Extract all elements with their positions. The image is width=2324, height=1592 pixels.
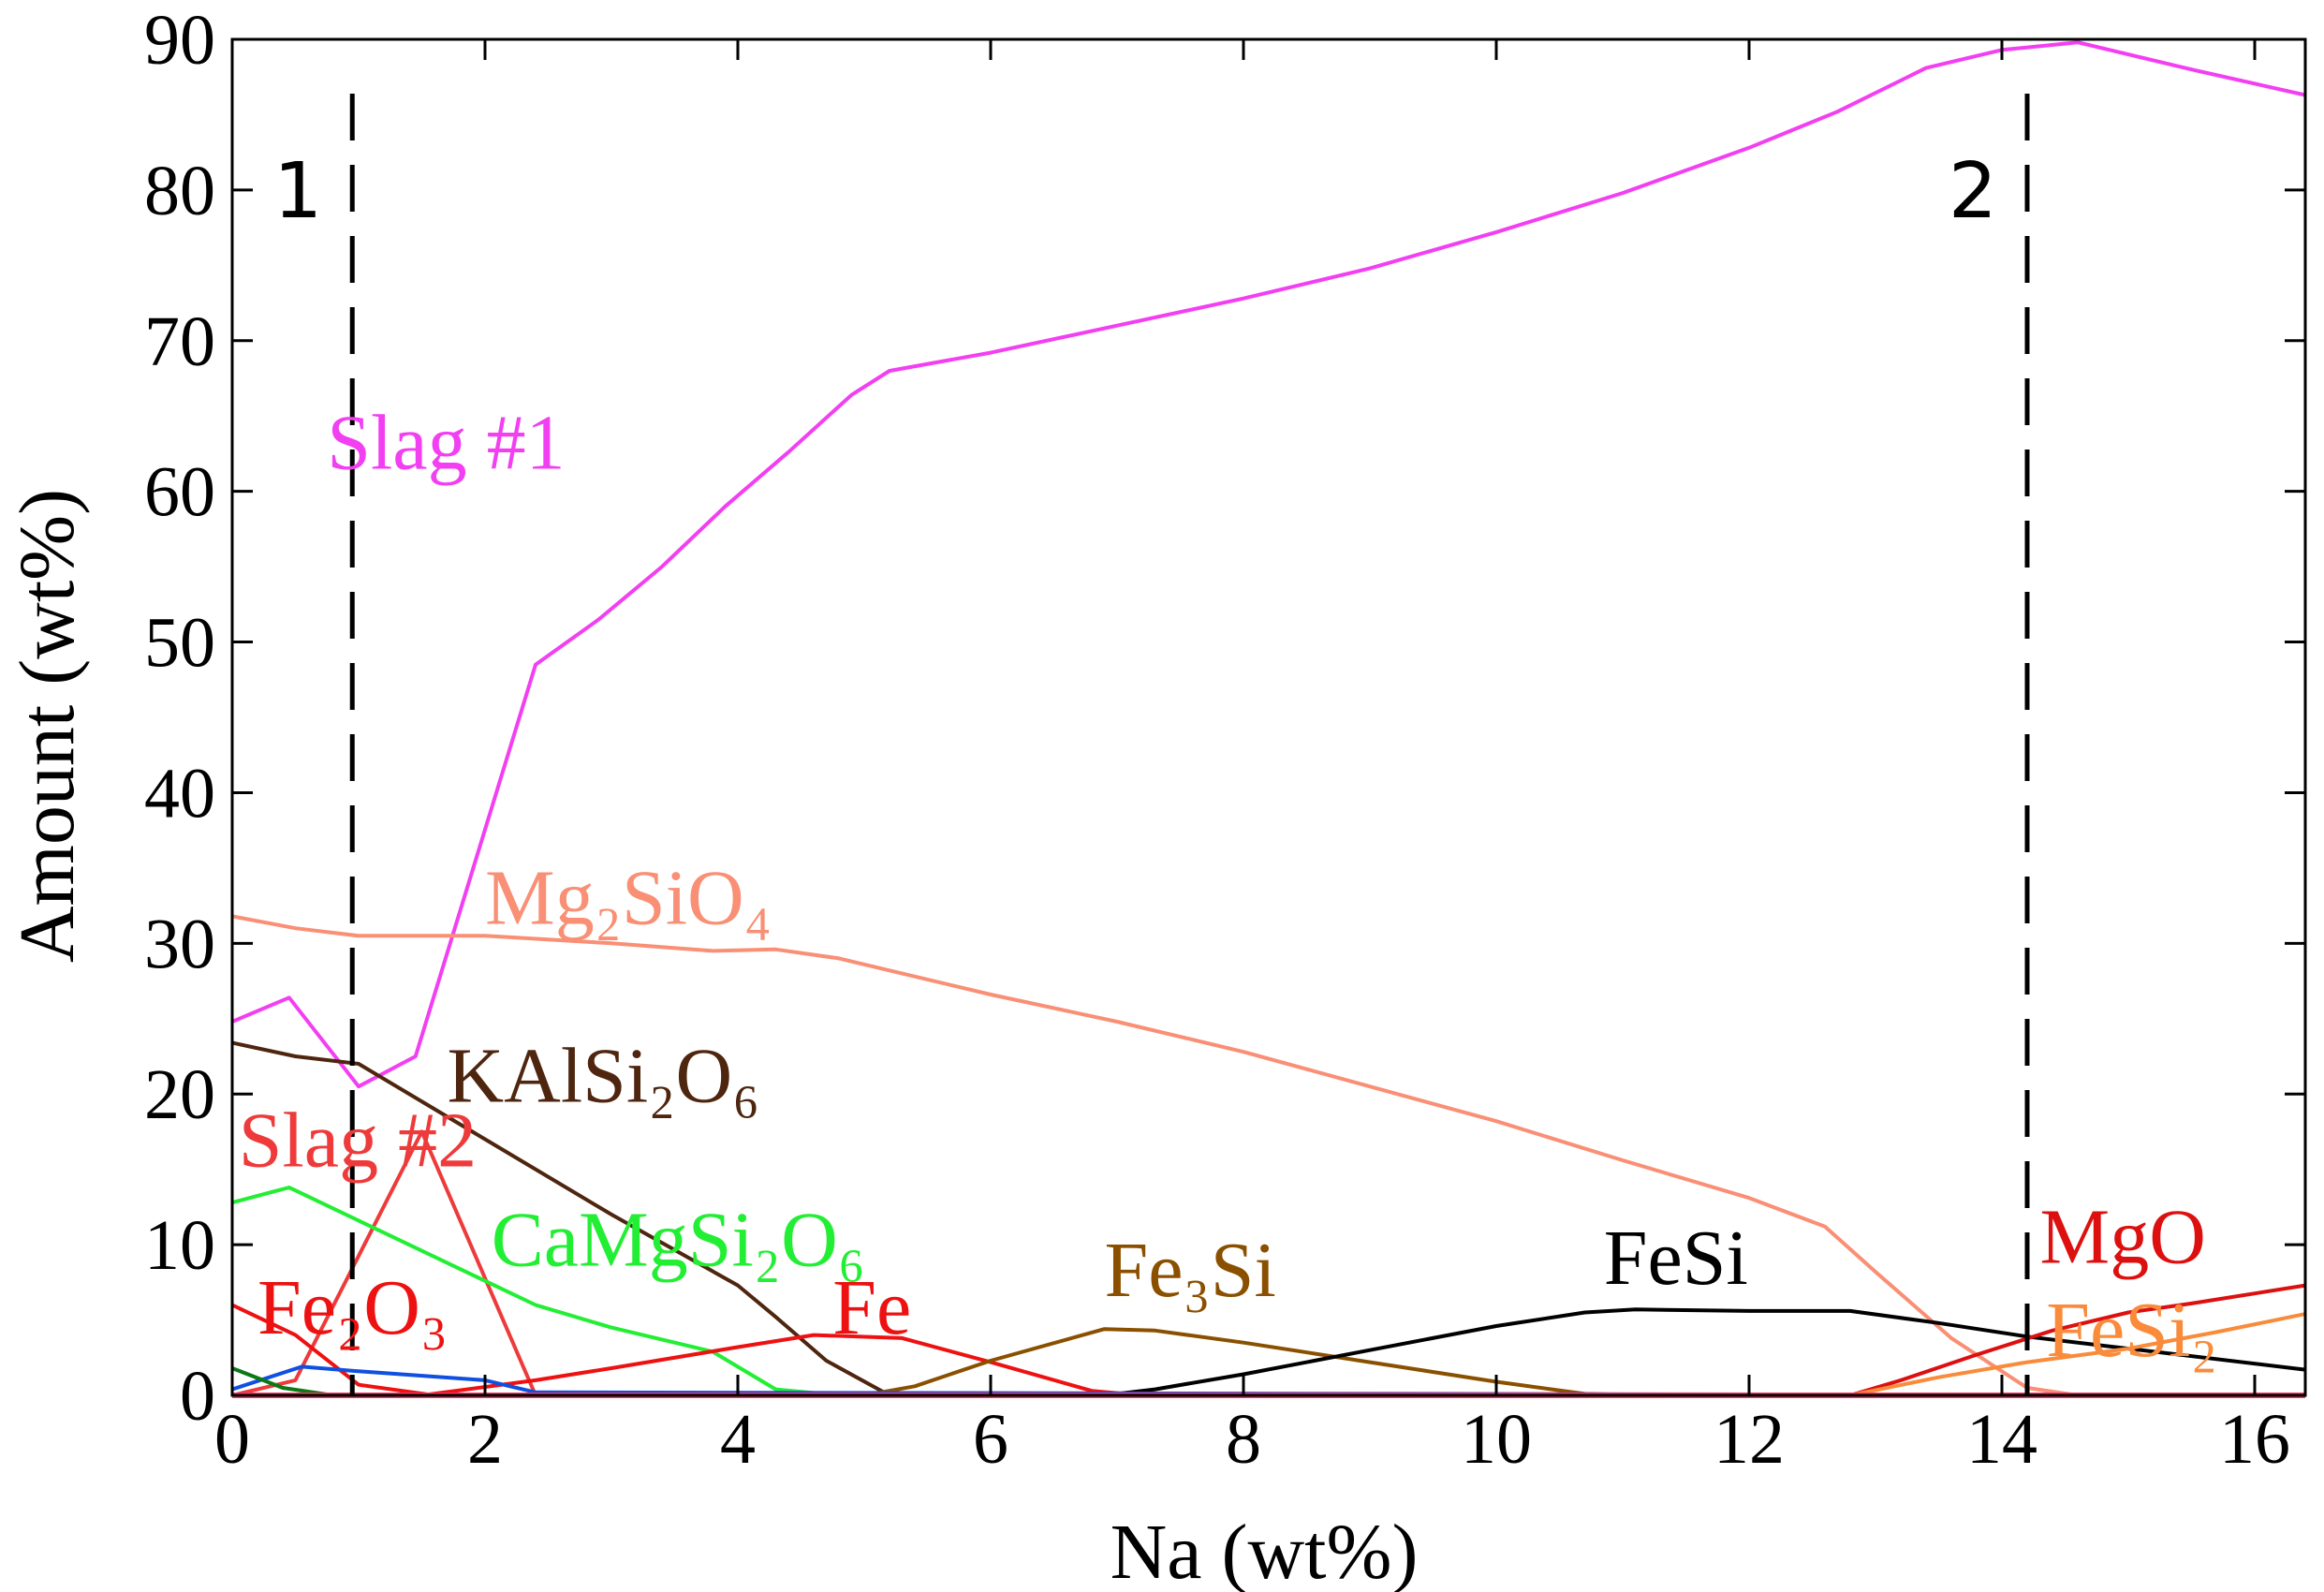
series-label-slag-2: Slag #2 — [239, 1097, 477, 1184]
plot-frame — [230, 37, 2307, 1397]
series-line-slag-1 — [231, 40, 2306, 1089]
x-tick-label: 10 — [1461, 1400, 1532, 1479]
y-tick-label: 50 — [144, 604, 215, 683]
y-tick-label: 10 — [144, 1206, 215, 1285]
y-tick-label: 30 — [144, 905, 215, 983]
x-tick-label: 2 — [467, 1400, 503, 1479]
x-tick-label: 6 — [973, 1400, 1008, 1479]
series-line-fesi — [232, 1307, 2306, 1397]
marker-label-2: 2 — [1949, 147, 1997, 236]
marker-label-1: 1 — [273, 147, 322, 236]
x-tick-label: 16 — [2219, 1400, 2290, 1479]
series-label-fesi2: FeSi₂ — [2046, 1287, 2217, 1374]
series-label-fe3si: Fe₃Si — [1105, 1227, 1276, 1314]
x-axis-title: Na (wt%) — [1111, 1509, 1419, 1592]
y-tick-label: 80 — [144, 152, 215, 230]
x-tick-label: 4 — [720, 1400, 756, 1479]
series-line-fe3si — [232, 1327, 2305, 1397]
x-tick-label: 14 — [1966, 1400, 2037, 1479]
y-tick-label: 20 — [144, 1055, 215, 1134]
y-tick-label: 70 — [144, 302, 215, 381]
x-tick-label: 8 — [1226, 1400, 1261, 1479]
y-tick-label: 60 — [144, 453, 215, 532]
x-tick-label: 0 — [214, 1400, 250, 1479]
y-axis-title: Amount (wt%) — [4, 489, 91, 963]
x-tick-label: 12 — [1714, 1400, 1785, 1479]
series-label-slag-1: Slag #1 — [327, 400, 565, 487]
y-tick-label: 40 — [144, 754, 215, 833]
series-layer — [231, 40, 2306, 1398]
series-line-fesi2 — [232, 1312, 2306, 1397]
series-label-kalsi2o6: KAlSi₂O₆ — [448, 1032, 760, 1119]
series-label-fe2o3: Fe₂O₃ — [257, 1264, 448, 1351]
y-tick-label: 0 — [180, 1357, 215, 1436]
series-label-camgsi2o6: CaMgSi₂O₆ — [492, 1197, 865, 1284]
series-line-mg2sio4 — [231, 914, 2305, 1397]
series-label-fe: Fe — [832, 1264, 911, 1351]
y-tick-label: 90 — [144, 1, 215, 80]
series-label-mg2sio4: Mg₂SiO₄ — [485, 854, 772, 941]
series-label-fesi: FeSi — [1604, 1215, 1748, 1302]
series-label-mgo: MgO — [2040, 1193, 2206, 1280]
series-line-kalsi2o6 — [231, 1040, 2305, 1397]
